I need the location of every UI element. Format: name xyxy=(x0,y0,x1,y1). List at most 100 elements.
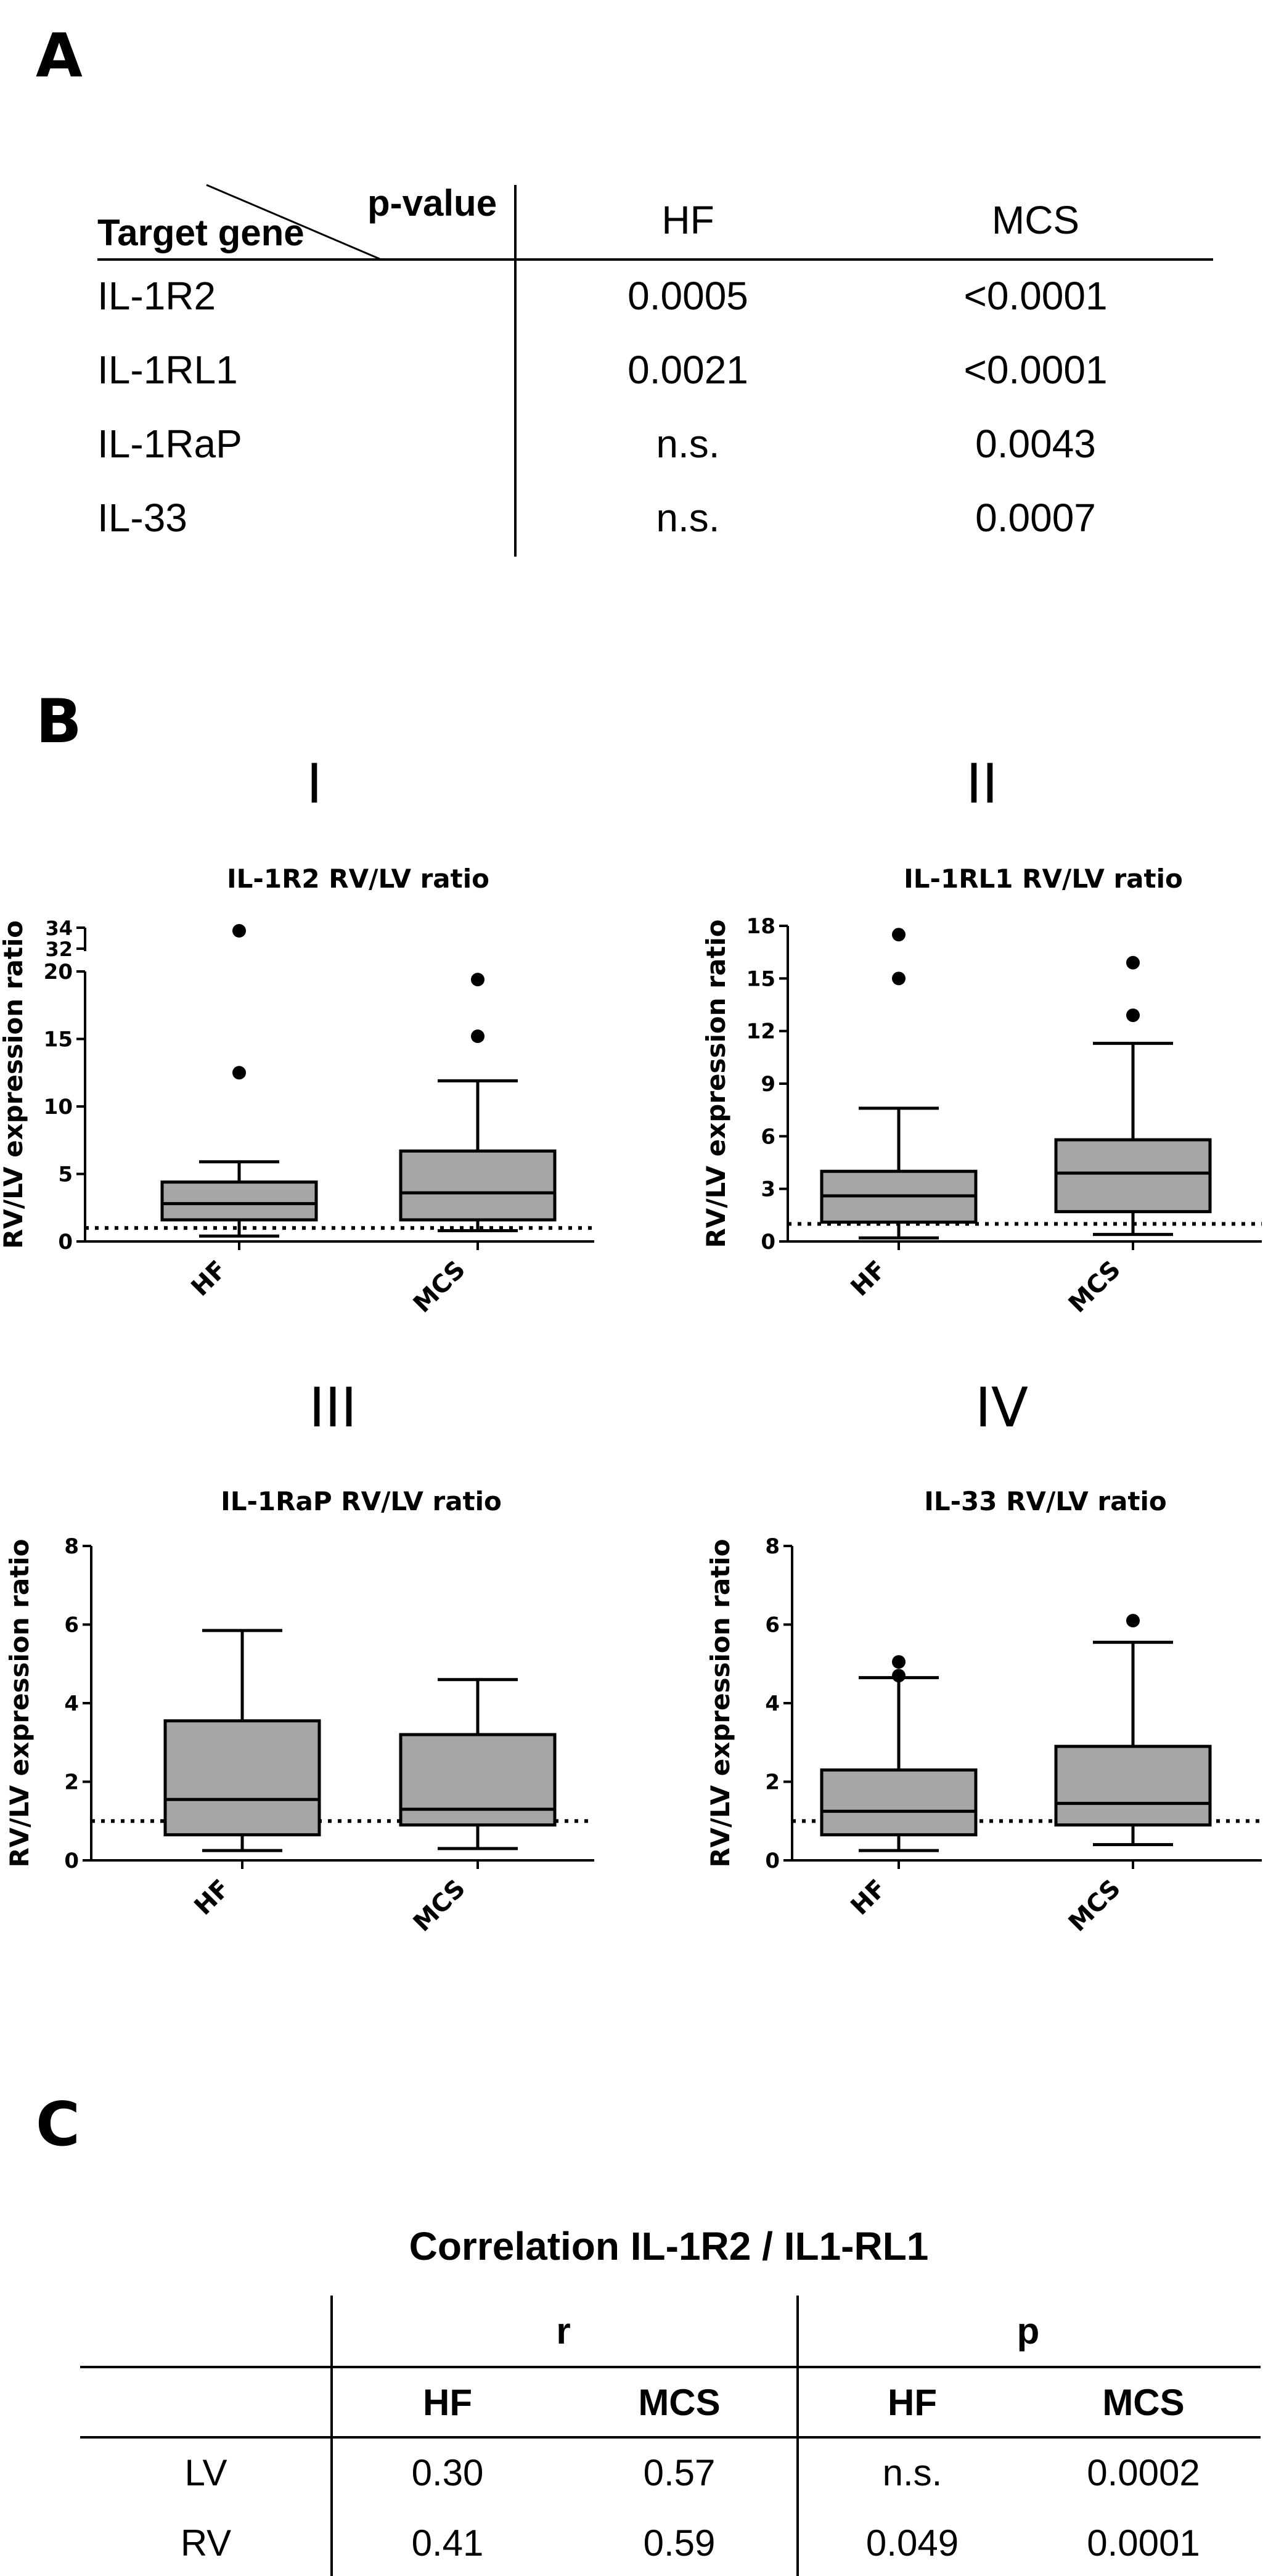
y-tick-label: 15 xyxy=(746,967,775,991)
x-category-label: MCS xyxy=(408,1875,471,1937)
row-label: RV xyxy=(180,2522,232,2564)
y-tick-label: 8 xyxy=(64,1534,79,1559)
box-plots-svg: IL-1R2 RV/LV ratio RV/LV expression ratio… xyxy=(0,864,1262,1937)
mcs-pvalue: <0.0001 xyxy=(963,274,1108,318)
y-tick-label: 12 xyxy=(746,1020,775,1044)
gene-label: IL-1R2 xyxy=(97,274,216,318)
table-c-divider xyxy=(796,2296,799,2576)
outlier-point xyxy=(1126,1008,1140,1023)
hf-pvalue: n.s. xyxy=(656,422,720,466)
y-tick-label: 6 xyxy=(765,1613,780,1638)
gene-label: IL-1RaP xyxy=(97,422,242,466)
panel-b-letter: B xyxy=(36,687,82,757)
sub-header-hf: HF xyxy=(888,2382,937,2423)
y-tick-label: 10 xyxy=(44,1095,73,1119)
x-category-label: HF xyxy=(846,1875,893,1921)
y-axis-label: RV/LV expression ratio xyxy=(701,919,731,1248)
sub-header-hf: HF xyxy=(423,2382,472,2423)
p-hf-value: n.s. xyxy=(882,2452,943,2493)
y-tick-label: 0 xyxy=(765,1849,780,1873)
target-gene-header: Target gene xyxy=(97,212,305,253)
sub-header-mcs: MCS xyxy=(638,2382,721,2423)
y-tick-label: 4 xyxy=(765,1691,780,1716)
box xyxy=(399,1733,557,1827)
box xyxy=(820,1768,978,1837)
outlier-point xyxy=(1126,955,1140,970)
x-category-label: HF xyxy=(846,1256,893,1302)
p-value-header: p-value xyxy=(367,182,497,224)
p-hf-value: 0.049 xyxy=(865,2522,959,2564)
y-tick-label: 15 xyxy=(44,1028,73,1052)
y-tick-label: 8 xyxy=(765,1534,780,1559)
row-label: LV xyxy=(184,2452,227,2493)
mcs-pvalue: 0.0043 xyxy=(975,422,1096,466)
y-tick-label: 4 xyxy=(64,1691,79,1716)
panel-a-table: p-value Target gene HF MCS IL-1R2 0.0005… xyxy=(0,0,1284,616)
box xyxy=(160,1180,318,1222)
y-tick-label: 20 xyxy=(44,960,73,984)
y-tick-label: 0 xyxy=(64,1849,79,1873)
y-tick-label: 5 xyxy=(58,1163,73,1187)
gene-label: IL-1RL1 xyxy=(97,348,238,392)
hf-pvalue: n.s. xyxy=(656,496,720,540)
p-mcs-value: 0.0002 xyxy=(1087,2452,1200,2493)
outlier-point xyxy=(1126,1614,1140,1628)
y-tick-label: 6 xyxy=(761,1124,775,1149)
x-category-label: HF xyxy=(186,1256,233,1302)
p-mcs-value: 0.0001 xyxy=(1087,2522,1200,2564)
chart-ii-numeral: II xyxy=(966,752,998,816)
table-c-rule xyxy=(80,2366,1261,2368)
chart-iii-numeral: III xyxy=(309,1376,357,1439)
y-tick-label: 18 xyxy=(746,914,775,939)
x-category-label: MCS xyxy=(1063,1256,1126,1319)
r-hf-value: 0.41 xyxy=(411,2522,484,2564)
outlier-point xyxy=(471,1029,485,1044)
outlier-point xyxy=(892,928,906,942)
y-tick-label: 0 xyxy=(761,1230,775,1254)
correlation-title: Correlation IL-1R2 / IL1-RL1 xyxy=(409,2224,929,2268)
y-tick-label: 2 xyxy=(765,1770,780,1795)
group-r-header: r xyxy=(556,2310,571,2352)
y-tick-label: 9 xyxy=(761,1072,775,1097)
y-tick-label: 2 xyxy=(64,1770,79,1795)
x-category-label: MCS xyxy=(408,1256,471,1319)
r-hf-value: 0.30 xyxy=(411,2452,484,2493)
y-axis-label: RV/LV expression ratio xyxy=(705,1539,735,1867)
panel-a-letter: A xyxy=(36,21,83,91)
y-axis-label: RV/LV expression ratio xyxy=(0,920,28,1249)
panel-a-column-divider xyxy=(514,185,517,557)
chart-title: IL-1RL1 RV/LV ratio xyxy=(904,864,1183,894)
outlier-point xyxy=(232,924,246,938)
outlier-point xyxy=(892,971,906,986)
col-mcs-header: MCS xyxy=(991,198,1080,242)
y-tick-label: 6 xyxy=(64,1613,79,1638)
y-tick-label: 34 xyxy=(45,917,73,940)
box xyxy=(1054,1744,1212,1827)
y-tick-label: 0 xyxy=(58,1230,73,1254)
chart-title: IL-1R2 RV/LV ratio xyxy=(227,864,489,894)
panel-c-table: r p HF MCS HF MCS LV 0.30 0.57 n.s. 0.00… xyxy=(0,2281,1284,2576)
panel-c-letter: C xyxy=(36,2090,80,2160)
sub-header-mcs: MCS xyxy=(1102,2382,1185,2423)
box xyxy=(163,1719,321,1837)
panel-a-header-rule xyxy=(97,258,1213,261)
mcs-pvalue: <0.0001 xyxy=(963,348,1108,392)
y-axis-label: RV/LV expression ratio xyxy=(4,1539,35,1867)
col-hf-header: HF xyxy=(661,198,714,242)
chart-title: IL-33 RV/LV ratio xyxy=(924,1486,1167,1516)
r-mcs-value: 0.57 xyxy=(643,2452,716,2493)
outlier-point xyxy=(892,1655,906,1669)
box xyxy=(399,1149,557,1222)
hf-pvalue: 0.0021 xyxy=(628,348,748,392)
hf-pvalue: 0.0005 xyxy=(628,274,748,318)
x-category-label: HF xyxy=(189,1875,236,1921)
mcs-pvalue: 0.0007 xyxy=(975,496,1096,540)
panel-a-diagonal xyxy=(206,184,380,260)
chart-title: IL-1RaP RV/LV ratio xyxy=(221,1486,502,1516)
chart-iv-numeral: IV xyxy=(975,1376,1029,1439)
box xyxy=(1054,1138,1212,1214)
table-c-divider xyxy=(330,2296,333,2576)
x-category-label: MCS xyxy=(1063,1875,1126,1937)
r-mcs-value: 0.59 xyxy=(643,2522,716,2564)
chart-i-numeral: I xyxy=(306,752,322,816)
